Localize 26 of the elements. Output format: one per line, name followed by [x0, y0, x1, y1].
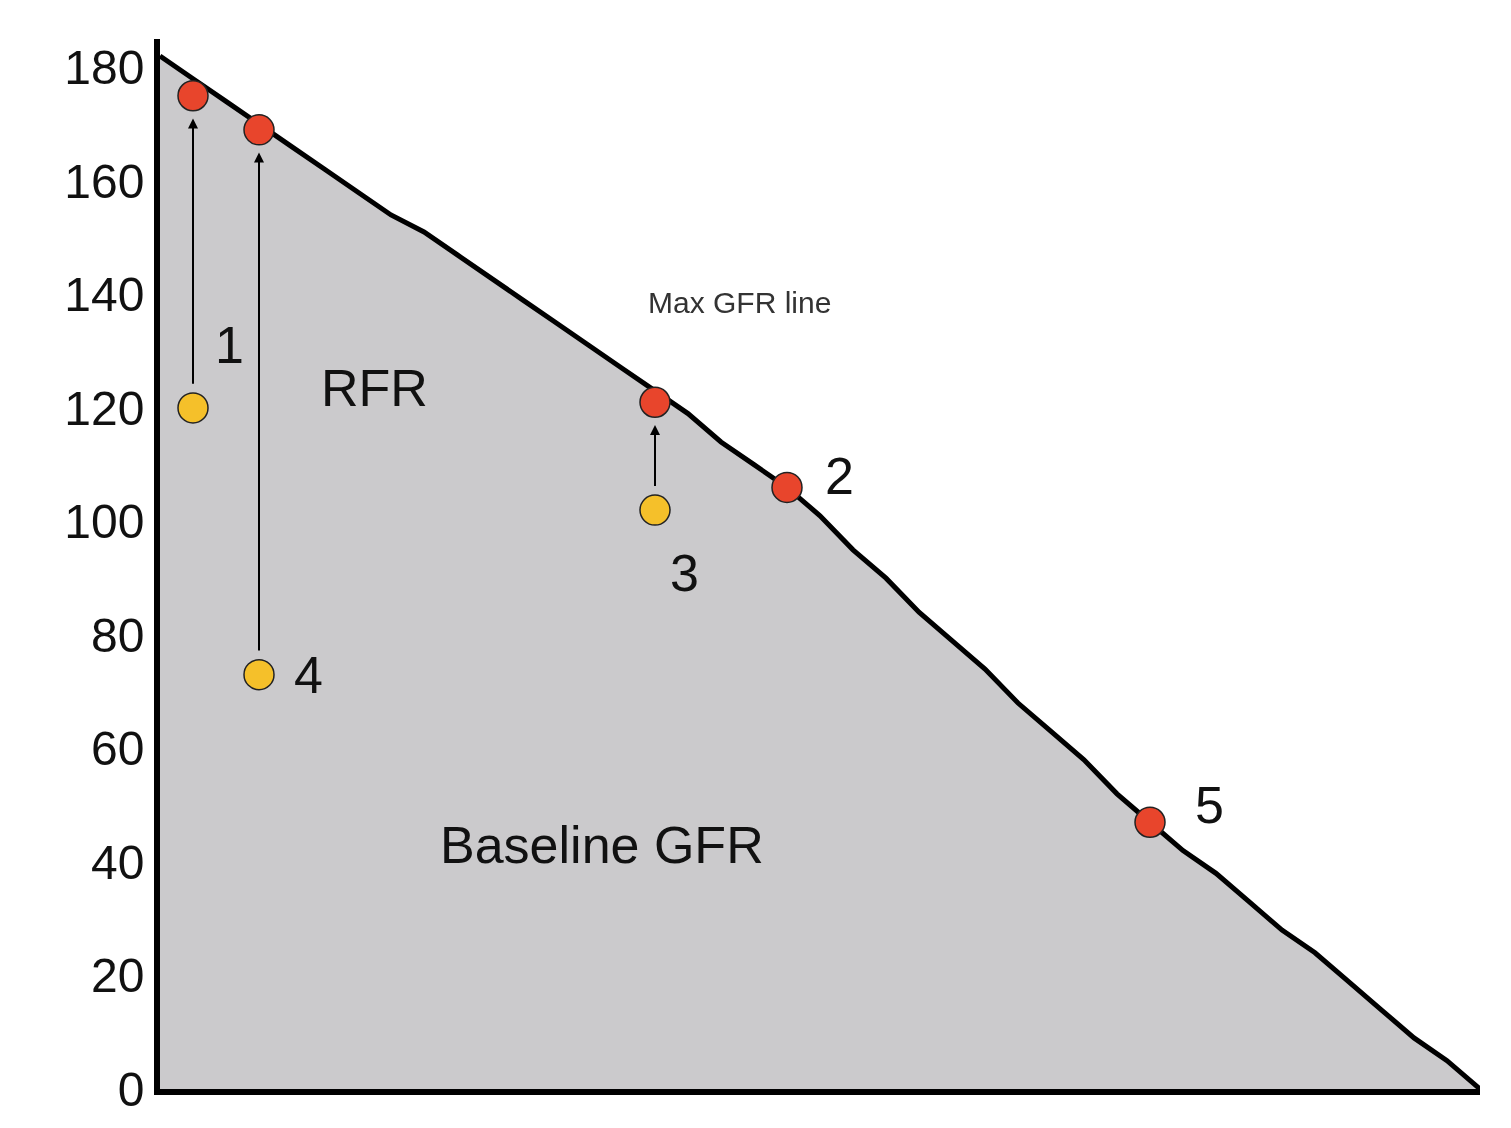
point — [639, 386, 671, 418]
annotation: 5 — [1195, 776, 1224, 834]
y-tick-label: 160 — [64, 154, 145, 208]
y-tick-label: 80 — [91, 608, 145, 662]
point — [243, 658, 275, 691]
annotation: 3 — [670, 544, 699, 602]
annotation: 4 — [294, 646, 323, 704]
point — [177, 392, 209, 424]
point — [243, 114, 275, 146]
y-tick-label: 120 — [64, 381, 145, 435]
annotation: 2 — [825, 447, 854, 505]
point — [1134, 806, 1166, 838]
y-tick-label: 180 — [64, 41, 145, 95]
y-tick-label: 140 — [64, 268, 145, 322]
point — [639, 494, 671, 526]
point — [771, 471, 803, 504]
annotation: Baseline GFR — [440, 816, 764, 874]
annotation: Max GFR line — [648, 286, 832, 319]
y-tick-label: 0 — [117, 1062, 145, 1116]
y-tick-label: 20 — [91, 949, 145, 1003]
point — [177, 80, 209, 112]
annotation: RFR — [321, 359, 428, 417]
y-tick-label: 40 — [91, 835, 145, 889]
y-tick-label: 60 — [91, 722, 145, 776]
annotation: 1 — [215, 316, 244, 374]
y-tick-label: 100 — [64, 495, 145, 549]
